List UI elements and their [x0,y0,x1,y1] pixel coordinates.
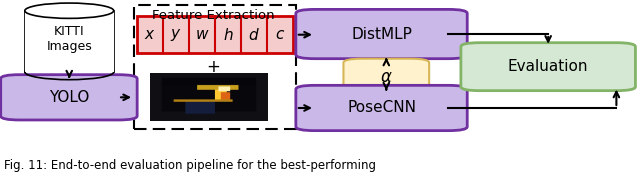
Text: $\mathbf{\mathit{y}}$: $\mathbf{\mathit{y}}$ [170,27,182,43]
Ellipse shape [25,3,114,18]
Text: $\mathbf{\mathit{x}}$: $\mathbf{\mathit{x}}$ [145,27,156,42]
FancyBboxPatch shape [344,59,429,95]
Text: Feature Extraction: Feature Extraction [152,9,275,22]
Text: +: + [206,58,220,76]
Text: $\mathbf{\mathit{c}}$: $\mathbf{\mathit{c}}$ [275,27,285,42]
Text: Fig. 11: End-to-end evaluation pipeline for the best-performing: Fig. 11: End-to-end evaluation pipeline … [4,159,376,172]
Text: DistMLP: DistMLP [351,26,412,42]
Text: Evaluation: Evaluation [508,59,588,74]
FancyBboxPatch shape [137,16,292,53]
FancyBboxPatch shape [296,9,467,59]
Polygon shape [25,11,114,72]
FancyBboxPatch shape [461,43,636,91]
FancyBboxPatch shape [1,75,137,120]
FancyBboxPatch shape [296,85,467,131]
Text: PoseCNN: PoseCNN [347,101,416,116]
Text: $\mathbf{\mathit{w}}$: $\mathbf{\mathit{w}}$ [195,27,209,42]
Text: YOLO: YOLO [49,90,89,105]
Text: $\mathbf{\mathit{d}}$: $\mathbf{\mathit{d}}$ [248,27,260,43]
Text: $\alpha$: $\alpha$ [380,68,393,86]
Text: KITTI
Images: KITTI Images [46,25,92,53]
Text: $\mathbf{\mathit{h}}$: $\mathbf{\mathit{h}}$ [223,27,233,43]
